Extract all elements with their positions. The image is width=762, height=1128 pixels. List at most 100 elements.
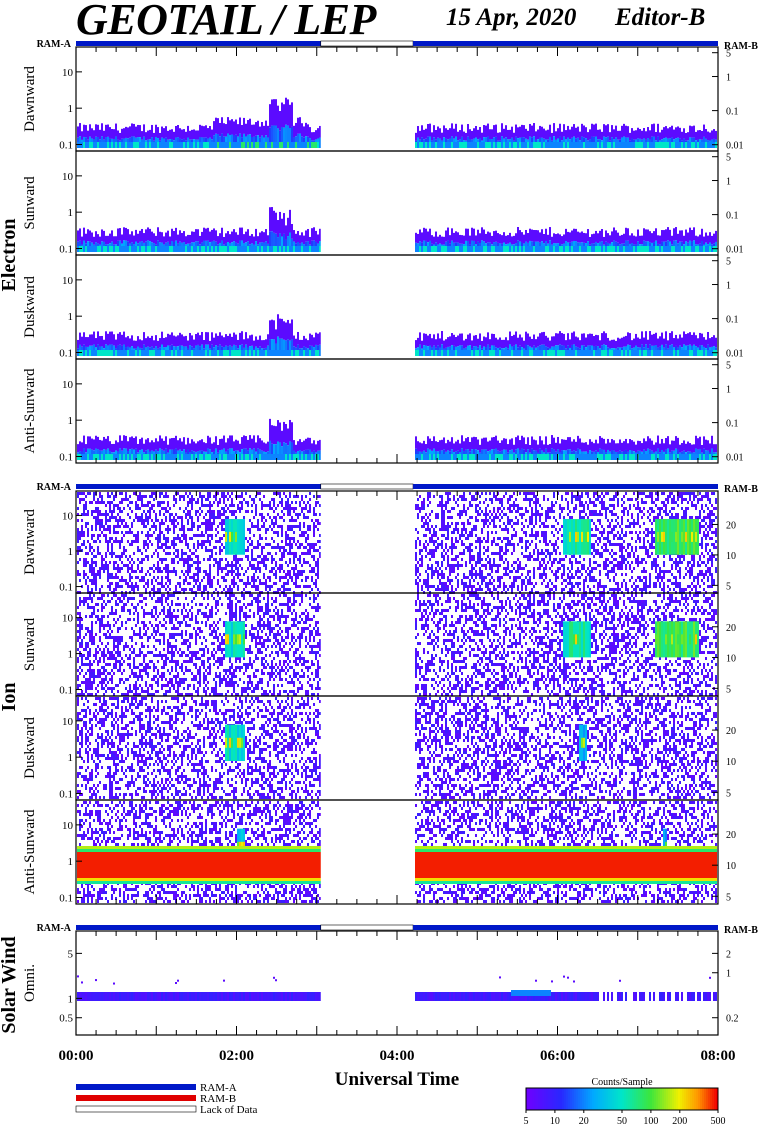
electron-cell xyxy=(575,441,577,452)
electron-cell xyxy=(557,138,559,145)
electron-cell xyxy=(319,137,321,145)
ion-cell xyxy=(209,525,211,528)
electron-cell xyxy=(519,450,521,457)
ion-cell xyxy=(245,555,247,558)
ion-cell xyxy=(221,537,223,540)
electron-cell xyxy=(227,246,229,252)
ion-cell xyxy=(225,510,227,513)
electron-cell xyxy=(131,136,133,145)
electron-cell xyxy=(291,102,293,127)
electron-cell xyxy=(427,242,429,249)
ion-cell xyxy=(99,510,101,513)
electron-cell xyxy=(475,335,477,347)
ion-cell xyxy=(143,579,145,582)
ion-cell xyxy=(287,528,289,531)
electron-cell xyxy=(255,122,257,136)
ion-cell xyxy=(83,492,85,495)
electron-cell xyxy=(497,440,499,451)
electron-cell xyxy=(273,142,275,148)
ion-cell xyxy=(139,561,141,564)
electron-cell xyxy=(667,436,669,449)
ion-cell xyxy=(179,516,181,519)
electron-cell xyxy=(525,138,527,145)
electron-cell xyxy=(97,344,99,353)
electron-cell xyxy=(461,448,463,457)
ion-burst-cell xyxy=(239,519,241,555)
electron-cell xyxy=(695,448,697,457)
electron-cell xyxy=(569,339,571,348)
ion-cell xyxy=(215,528,217,531)
electron-cell xyxy=(101,454,103,460)
ion-cell xyxy=(303,516,305,519)
electron-cell xyxy=(699,345,701,353)
electron-cell xyxy=(703,142,705,148)
electron-cell xyxy=(239,350,241,356)
ion-cell xyxy=(305,585,307,588)
electron-cell xyxy=(193,142,195,148)
electron-cell xyxy=(703,350,705,356)
ion-cell xyxy=(113,504,115,507)
electron-cell xyxy=(491,437,493,450)
electron-cell xyxy=(187,437,189,450)
ion-cell xyxy=(187,561,189,564)
ion-cell xyxy=(137,495,139,498)
ion-cell xyxy=(93,561,95,564)
electron-cell xyxy=(519,137,521,145)
electron-cell xyxy=(311,454,313,460)
ion-cell xyxy=(147,558,149,561)
electron-cell xyxy=(653,246,655,252)
electron-cell xyxy=(443,350,445,356)
electron-cell xyxy=(319,125,321,138)
ion-cell xyxy=(253,498,255,501)
ion-cell xyxy=(261,558,263,561)
electron-cell xyxy=(459,345,461,353)
electron-cell xyxy=(251,142,253,148)
electron-cell xyxy=(111,138,113,145)
electron-cell xyxy=(601,437,603,450)
electron-cell xyxy=(431,246,433,252)
electron-cell xyxy=(649,246,651,252)
electron-cell xyxy=(667,240,669,249)
ion-cell xyxy=(235,567,237,570)
electron-cell xyxy=(549,227,551,241)
ion-cell xyxy=(117,555,119,558)
electron-cell xyxy=(163,142,165,148)
electron-cell xyxy=(465,132,467,141)
electron-cell xyxy=(159,454,161,460)
electron-cell xyxy=(227,438,229,450)
electron-cell xyxy=(521,246,523,252)
electron-cell xyxy=(229,142,231,148)
ion-cell xyxy=(213,576,215,579)
electron-cell xyxy=(133,136,135,145)
electron-cell xyxy=(541,137,543,145)
electron-cell xyxy=(529,228,531,241)
electron-cell xyxy=(469,454,471,460)
ion-cell xyxy=(127,513,129,516)
electron-cell xyxy=(425,228,427,241)
electron-cell xyxy=(699,350,701,356)
ion-cell xyxy=(299,585,301,588)
electron-cell xyxy=(583,350,585,356)
ion-cell xyxy=(113,567,115,570)
electron-cell xyxy=(571,454,573,460)
ion-cell xyxy=(147,534,149,537)
electron-cell xyxy=(493,437,495,450)
ion-cell xyxy=(309,507,311,510)
electron-cell xyxy=(93,439,95,451)
electron-cell xyxy=(621,137,623,145)
electron-cell xyxy=(605,333,607,346)
ion-cell xyxy=(195,573,197,576)
ion-cell xyxy=(263,546,265,549)
ion-cell xyxy=(137,531,139,534)
electron-cell xyxy=(169,438,171,450)
electron-cell xyxy=(499,442,501,452)
electron-cell xyxy=(251,334,253,346)
ion-cell xyxy=(203,540,205,543)
electron-cell xyxy=(627,137,629,145)
ion-cell xyxy=(161,501,163,504)
ion-cell xyxy=(159,522,161,525)
electron-cell xyxy=(257,435,259,449)
electron-cell xyxy=(83,246,85,252)
electron-cell xyxy=(533,450,535,457)
electron-cell xyxy=(211,129,213,140)
